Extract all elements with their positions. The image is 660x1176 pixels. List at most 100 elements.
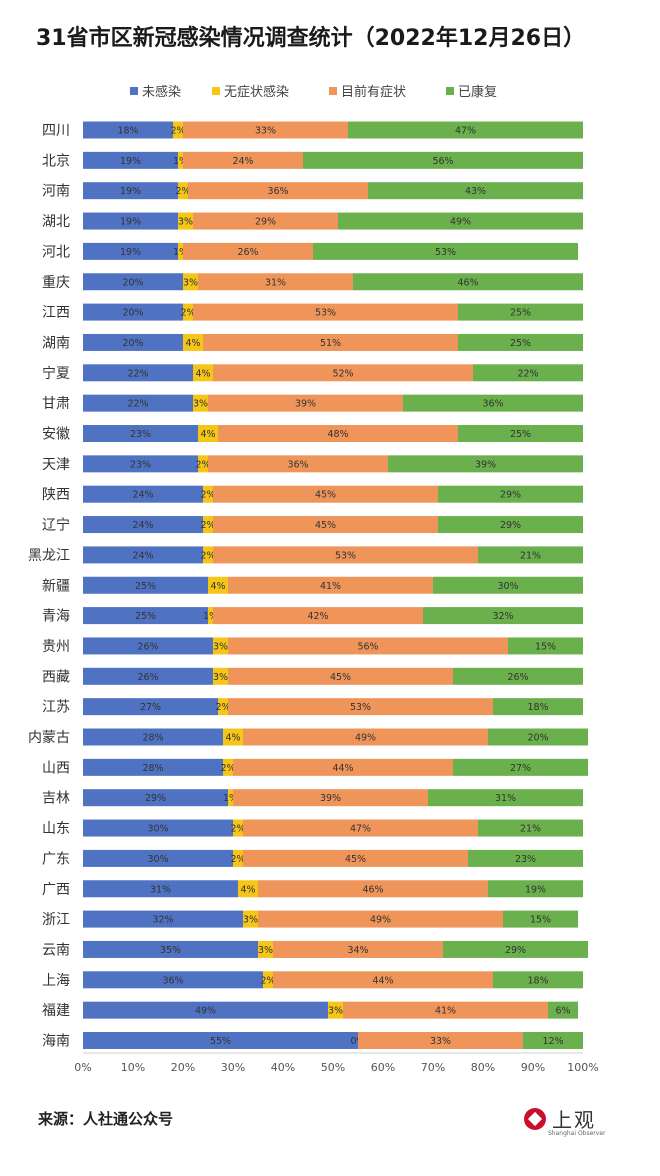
bar-value-label: 24%: [132, 520, 153, 531]
logo-mark-icon: [524, 1108, 546, 1130]
bar-segment: [193, 364, 213, 382]
bar-segment: [233, 849, 243, 867]
x-tick-label: 80%: [471, 1061, 495, 1074]
bar-segment: [453, 758, 588, 776]
logo-text: 上观: [552, 1108, 596, 1132]
bar-segment: [83, 819, 233, 837]
bar-value-label: 29%: [500, 490, 521, 501]
bar-segment: [468, 849, 583, 867]
bar-value-label: 2%: [200, 490, 215, 501]
bar-segment: [83, 1032, 358, 1049]
category-label: 四川: [42, 123, 70, 139]
legend-swatch-1: [212, 87, 220, 95]
bar-segment: [83, 394, 193, 412]
bar-value-label: 45%: [330, 672, 351, 683]
bar-value-label: 30%: [147, 854, 168, 865]
bar-segment: [83, 880, 238, 898]
category-label: 湖北: [42, 214, 70, 230]
bar-value-label: 55%: [210, 1036, 231, 1047]
bar-segment: [208, 576, 228, 594]
bar-segment: [193, 303, 458, 321]
bar-segment: [428, 789, 583, 807]
bar-segment: [348, 121, 583, 139]
category-label: 新疆: [42, 578, 70, 594]
bar-segment: [223, 758, 233, 776]
bar-segment: [83, 455, 198, 473]
bar-segment: [228, 667, 453, 685]
bar-value-label: 12%: [542, 1036, 563, 1047]
bar-value-label: 3%: [183, 277, 198, 288]
bar-value-label: 39%: [320, 793, 341, 804]
bar-value-label: 39%: [475, 459, 496, 470]
bar-segment: [453, 667, 583, 685]
category-label: 内蒙古: [28, 730, 70, 746]
bar-segment: [178, 182, 188, 200]
bar-segment: [548, 1001, 578, 1019]
bar-segment: [258, 910, 503, 928]
bar-value-label: 19%: [120, 247, 141, 258]
bar-segment: [193, 212, 338, 230]
bar-value-label: 53%: [435, 247, 456, 258]
bar-value-label: 4%: [200, 429, 215, 440]
bar-segment: [243, 819, 478, 837]
bar-value-label: 31%: [495, 793, 516, 804]
bar-value-label: 52%: [332, 368, 353, 379]
bar-value-label: 23%: [130, 429, 151, 440]
bar-value-label: 15%: [535, 641, 556, 652]
bar-segment: [83, 182, 178, 200]
bar-segment: [83, 789, 228, 807]
bar-segment: [203, 516, 213, 534]
legend-swatch-0: [130, 87, 138, 95]
bar-segment: [213, 364, 473, 382]
bar-segment: [198, 425, 218, 442]
bar-segment: [273, 971, 493, 989]
bar-value-label: 30%: [147, 824, 168, 835]
bar-value-label: 34%: [347, 945, 368, 956]
bar-segment: [178, 242, 183, 260]
bar-segment: [493, 698, 583, 716]
category-label: 浙江: [42, 912, 70, 928]
bar-value-label: 2%: [260, 975, 275, 986]
bar-value-label: 29%: [505, 945, 526, 956]
x-tick-label: 10%: [121, 1061, 145, 1074]
category-label: 辽宁: [42, 517, 70, 534]
bar-segment: [183, 242, 313, 260]
bar-value-label: 45%: [345, 854, 366, 865]
bar-value-label: 2%: [230, 854, 245, 865]
bar-segment: [458, 333, 583, 351]
bar-value-label: 21%: [520, 824, 541, 835]
bar-segment: [208, 394, 403, 412]
bar-value-label: 1%: [203, 611, 218, 622]
bar-segment: [198, 273, 353, 291]
bar-segment: [478, 819, 583, 837]
bar-segment: [83, 637, 213, 655]
category-label: 山西: [42, 760, 70, 776]
bar-segment: [218, 425, 458, 442]
bar-value-label: 18%: [527, 702, 548, 713]
bar-value-label: 2%: [220, 763, 235, 774]
x-axis: 0% 10% 20% 30% 40% 50% 60% 70% 80% 90% 100%: [74, 1052, 599, 1074]
publisher-logo: 上观 Shanghai Observer: [524, 1104, 634, 1144]
legend-swatch-3: [446, 87, 454, 95]
bar-segment: [178, 151, 183, 169]
bar-segment: [208, 455, 388, 473]
bar-value-label: 23%: [130, 459, 151, 470]
legend: 未感染 无症状感染 目前有症状 已康复: [130, 84, 497, 100]
bar-value-label: 1%: [223, 793, 238, 804]
bar-value-label: 41%: [435, 1006, 456, 1017]
bar-segment: [213, 485, 438, 503]
bar-value-label: 22%: [127, 399, 148, 410]
x-tick-label: 90%: [521, 1061, 545, 1074]
bar-segment: [523, 1032, 583, 1049]
bar-segment: [243, 910, 258, 928]
bar-value-label: 53%: [335, 550, 356, 561]
bar-segment: [188, 182, 368, 200]
bar-value-label: 53%: [350, 702, 371, 713]
bar-value-label: 47%: [455, 126, 476, 137]
x-tick-label: 100%: [567, 1061, 598, 1074]
bar-value-label: 23%: [515, 854, 536, 865]
bar-segment: [203, 546, 213, 564]
bar-value-label: 3%: [328, 1006, 343, 1017]
category-label: 山东: [42, 821, 70, 837]
bar-value-label: 2%: [195, 459, 210, 470]
